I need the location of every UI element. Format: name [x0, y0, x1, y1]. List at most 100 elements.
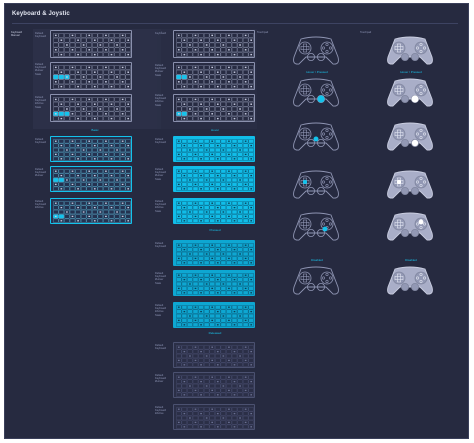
keyboard-key — [215, 116, 221, 121]
key-glyph — [127, 71, 130, 73]
keyboard-key — [192, 411, 199, 416]
keyboard-key — [97, 33, 104, 38]
key-glyph — [200, 248, 202, 251]
keyboard-key — [80, 177, 87, 183]
keyboard-key — [53, 116, 59, 121]
keyboard-key — [209, 111, 215, 117]
keyboard-key — [64, 156, 70, 161]
keyboard-key — [215, 97, 221, 102]
keyboard-key — [192, 281, 199, 287]
keyboard-key — [248, 205, 254, 210]
keyboard-key — [119, 69, 126, 75]
keyboard-key — [64, 69, 70, 75]
keyboard-key — [248, 281, 254, 287]
keyboard-key — [215, 290, 221, 295]
keyboard-key — [242, 243, 249, 248]
key-glyph — [233, 39, 236, 41]
keyboard-key — [209, 290, 215, 295]
key-glyph — [216, 206, 219, 209]
key-glyph — [194, 257, 197, 260]
key-glyph — [177, 359, 180, 362]
keyboard-key — [114, 84, 120, 89]
keyboard-key — [97, 182, 104, 187]
keyboard-key — [92, 218, 98, 223]
keyboard-key — [181, 42, 188, 48]
keyboard-key — [119, 116, 126, 121]
keyboard-key — [80, 156, 87, 161]
keyboard-key — [114, 201, 120, 206]
keyboard-key — [203, 74, 210, 80]
keyboard-key — [242, 392, 249, 397]
keyboard-key — [192, 318, 199, 323]
keyboard-key — [64, 173, 70, 178]
keyboard-key — [176, 79, 182, 85]
keyboard-key — [92, 52, 98, 57]
keyboard-key — [176, 286, 182, 291]
keyboard-key — [125, 182, 131, 187]
key-glyph — [200, 262, 202, 264]
key-glyph — [127, 188, 130, 190]
keyboard-key — [231, 247, 238, 252]
keyboard-key — [125, 147, 131, 153]
keyboard-key — [192, 186, 199, 191]
key-glyph — [233, 117, 236, 120]
keyboard-key — [69, 152, 76, 157]
keyboard-key — [69, 169, 76, 174]
keyboard-key — [187, 201, 193, 206]
keyboard-key — [209, 424, 215, 429]
keyboard-key — [58, 143, 65, 148]
keyboard-key — [181, 273, 188, 278]
keyboard-key — [209, 392, 215, 397]
key-glyph — [200, 278, 202, 281]
gamepad-icon — [385, 209, 435, 243]
keyboard-key — [215, 383, 221, 389]
key-glyph — [250, 206, 253, 209]
keyboard-key — [176, 353, 182, 359]
keyboard-key — [198, 173, 204, 178]
keyboard-key — [108, 116, 115, 121]
keyboard-key — [64, 97, 70, 102]
key-glyph — [194, 140, 197, 142]
keyboard-key — [69, 65, 76, 70]
keyboard-key — [237, 424, 243, 429]
keyboard-key — [198, 353, 204, 359]
keyboard-key — [176, 186, 182, 191]
key-glyph — [60, 85, 63, 88]
keyboard-key — [226, 52, 232, 57]
section-heading-basic: Basic — [91, 128, 99, 132]
key-glyph — [88, 183, 91, 186]
key-glyph — [205, 179, 208, 181]
keyboard-key — [176, 349, 182, 354]
keyboard-key — [97, 79, 104, 85]
keyboard-key — [181, 33, 188, 38]
keyboard-key — [237, 111, 243, 117]
active-indicator — [411, 139, 419, 147]
keyboard-key — [198, 243, 204, 248]
keyboard-key — [209, 139, 215, 144]
keyboard-key — [248, 182, 254, 187]
keyboard-key — [226, 322, 232, 327]
keyboard-key — [92, 139, 98, 144]
keyboard-key — [97, 152, 104, 157]
keyboard-key — [237, 243, 243, 248]
keyboard-key — [242, 273, 249, 278]
keyboard-key — [220, 186, 227, 191]
keyboard-key — [58, 47, 65, 53]
keyboard-key — [237, 420, 243, 425]
keyboard-key — [203, 218, 210, 223]
key-glyph — [228, 389, 230, 392]
keyboard-key — [203, 392, 210, 397]
keyboard-key — [220, 47, 227, 53]
keyboard-key — [114, 106, 120, 112]
keyboard-key — [181, 111, 188, 117]
keyboard-key — [80, 33, 87, 38]
keyboard-key — [64, 214, 70, 219]
keyboard-key — [192, 260, 199, 265]
keyboard-key — [248, 47, 254, 53]
keyboard-key — [209, 84, 215, 89]
keyboard-key — [242, 201, 249, 206]
keyboard-key — [103, 106, 109, 112]
key-glyph — [222, 108, 225, 110]
keyboard-key — [192, 101, 199, 107]
key-glyph — [110, 158, 113, 160]
